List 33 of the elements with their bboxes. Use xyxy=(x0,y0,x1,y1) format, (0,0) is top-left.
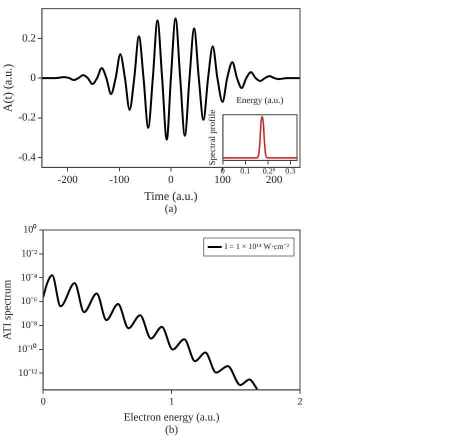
y-tick-label: 0 xyxy=(30,72,36,84)
y-tick-label: 0.2 xyxy=(22,32,36,44)
text: (a) xyxy=(164,203,178,215)
y-tick-label: 10⁻¹² xyxy=(18,368,38,379)
x-tick-label: 100 xyxy=(214,174,232,186)
x-tick-label: 1 xyxy=(169,396,174,408)
y-tick-label: -0.4 xyxy=(18,151,36,164)
y-tick-label: 10⁻⁸ xyxy=(20,320,38,332)
y-tick-label: 10⁰ xyxy=(23,224,38,236)
x-axis-title: Time (a.u.) xyxy=(144,188,198,203)
x-axis-title: Electron energy (a.u.) xyxy=(124,411,220,424)
y-tick-label: 10⁻¹⁰ xyxy=(17,342,38,355)
x-tick-label: -100 xyxy=(109,174,130,186)
x-tick-label: 0 xyxy=(40,396,46,408)
x-tick-label: 0 xyxy=(220,166,225,176)
x-tick-label: 0.2 xyxy=(262,166,273,176)
legend-label: I = 1 × 10¹⁴ W·cm⁻² xyxy=(224,242,290,252)
x-tick-label: 0 xyxy=(168,174,174,186)
y-axis-title: A(t) (a.u.) xyxy=(0,64,14,112)
y-tick-label: -0.2 xyxy=(18,112,36,124)
x-tick-label: 2 xyxy=(298,396,302,408)
line-series xyxy=(43,274,258,390)
y-tick-label: 10⁻⁴ xyxy=(20,272,38,284)
y-axis-title: ATI spectrum xyxy=(1,279,14,340)
x-tick-label: 0.3 xyxy=(285,166,296,176)
x-tick-label: 0.1 xyxy=(240,166,250,176)
text: (b) xyxy=(164,424,179,436)
y-tick-label: 10⁻² xyxy=(21,248,38,260)
x-axis-title: Energy (a.u.) xyxy=(236,94,284,105)
y-axis-title: Spectral profile xyxy=(206,110,217,166)
y-tick-label: 10⁻⁶ xyxy=(20,296,38,308)
x-tick-label: -200 xyxy=(58,174,78,186)
x-tick-label: 200 xyxy=(266,174,283,186)
